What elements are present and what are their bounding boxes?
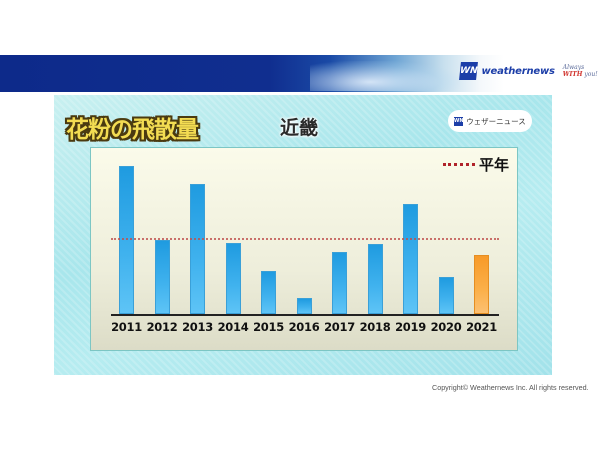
header-banner bbox=[0, 55, 600, 92]
cloud-graphic bbox=[310, 61, 460, 91]
x-tick-label: 2013 bbox=[182, 320, 213, 334]
region-label: 近畿 bbox=[280, 117, 319, 139]
weathernews-badge: WN ウェザーニュース bbox=[448, 110, 532, 132]
bar-2013 bbox=[190, 184, 205, 314]
bar-2021 bbox=[474, 254, 489, 314]
weathernews-logo: WN weathernews Always WITH you! bbox=[459, 62, 600, 80]
brand-name: weathernews bbox=[481, 65, 555, 77]
x-tick-label: 2019 bbox=[395, 320, 426, 334]
bar-2014 bbox=[225, 243, 241, 314]
x-tick-label: 2014 bbox=[217, 320, 249, 334]
bar-2012 bbox=[154, 240, 170, 314]
average-reference-line bbox=[111, 238, 499, 240]
bar-2017 bbox=[332, 251, 347, 314]
x-tick-label: 2020 bbox=[430, 320, 462, 334]
chart-card: 花粉の飛散量 近畿 WN ウェザーニュース 平年 2011 2012 2013 201… bbox=[54, 95, 552, 375]
bar-series bbox=[91, 148, 517, 350]
wn-badge-icon: WN bbox=[453, 116, 464, 126]
bar-2018 bbox=[367, 244, 383, 314]
bar-2020 bbox=[438, 276, 454, 314]
legend-label: 平年 bbox=[478, 156, 509, 174]
bar-2019 bbox=[403, 203, 418, 314]
badge-text: ウェザーニュース bbox=[466, 116, 526, 126]
wn-logo-icon: WN bbox=[459, 62, 479, 80]
tagline: Always WITH you! bbox=[562, 64, 598, 78]
x-tick-label: 2015 bbox=[253, 320, 284, 334]
x-tick-label: 2016 bbox=[288, 320, 320, 334]
x-tick-label: 2012 bbox=[146, 320, 178, 334]
x-axis-line bbox=[111, 314, 499, 316]
legend: 平年 bbox=[442, 154, 509, 175]
x-tick-label: 2017 bbox=[324, 320, 355, 334]
bar-2016 bbox=[296, 298, 312, 314]
bar-2015 bbox=[261, 270, 276, 314]
x-tick-label: 2011 bbox=[111, 320, 142, 334]
chart-title: 花粉の飛散量 bbox=[66, 117, 199, 143]
copyright-text: Copyright© Weathernews Inc. All rights r… bbox=[432, 383, 589, 392]
legend-dotted-line-icon bbox=[442, 163, 475, 166]
x-tick-label: 2021 bbox=[466, 320, 497, 334]
x-tick-label: 2018 bbox=[359, 320, 391, 334]
chart-plot-area: 平年 2011 2012 2013 2014 2015 2016 2017 2018 2019 2… bbox=[90, 147, 518, 351]
